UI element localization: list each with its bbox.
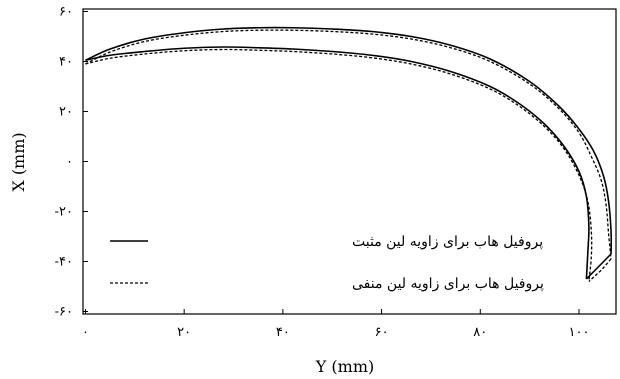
legend-label-dashed: پروفیل هاب برای زاویه لین منفی <box>352 276 544 292</box>
plot-frame <box>82 8 617 315</box>
legend-label-solid: پروفیل هاب برای زاویه لین مثبت <box>352 234 543 250</box>
x-tick-label: ۴۰ <box>276 325 290 340</box>
y-tick-label: -۲۰ <box>55 205 73 220</box>
series-0-outer-curve <box>85 26 613 255</box>
x-tick-label: ۶۰ <box>375 325 389 340</box>
x-tick-label: ۱۰۰ <box>569 325 590 340</box>
series-negative-lean <box>85 29 612 282</box>
series-1-tip-curve <box>588 258 612 282</box>
x-tick-label: ۸۰ <box>473 325 487 340</box>
y-tick-label: -۶۰ <box>55 305 73 320</box>
series-layer <box>85 26 613 282</box>
axis-ticks: ۰ ۲۰ ۴۰ ۶۰ ۸۰ ۱۰۰ ۶۰ ۴۰ ۲۰ ۰ -۲۰ -۴۰ -۶۰ <box>55 5 590 341</box>
y-tick-label: ۴۰ <box>59 55 73 70</box>
series-1-outer-curve <box>85 29 612 260</box>
y-axis-label: X (mm) <box>9 132 28 191</box>
series-0-tip-curve <box>585 253 612 280</box>
series-1-inner-curve <box>85 48 593 282</box>
x-axis-label: Y (mm) <box>315 357 374 376</box>
x-tick-label: ۰ <box>82 325 89 340</box>
y-tick-label: ۲۰ <box>59 105 73 120</box>
y-tick-label: ۶۰ <box>59 5 73 20</box>
legend: پروفیل هاب برای زاویه لین مثبت پروفیل ها… <box>110 234 544 292</box>
y-tick-label: -۴۰ <box>55 255 73 270</box>
y-tick-label: ۰ <box>66 155 73 170</box>
x-tick-label: ۲۰ <box>177 325 191 340</box>
